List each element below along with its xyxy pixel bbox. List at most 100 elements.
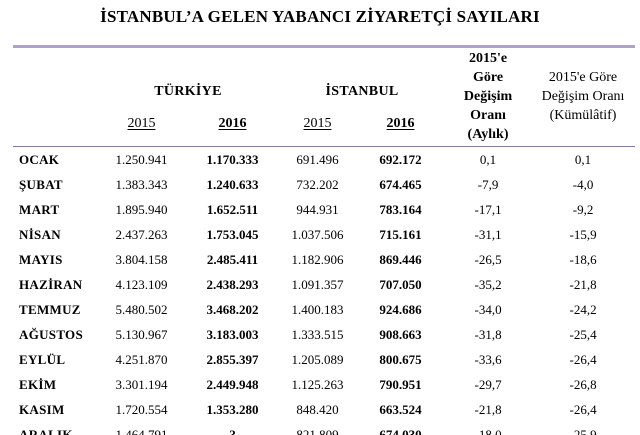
value-istanbul-2016: 869.446 xyxy=(379,251,422,267)
value-cumulative-change: -24,2 xyxy=(569,301,597,317)
value-turkiye-2015: 3.301.194 xyxy=(115,376,168,392)
table-row: EKİM 3.301.194 2.449.948 1.125.263 790.9… xyxy=(13,372,635,397)
value-istanbul-2015: 848.420 xyxy=(296,401,339,417)
value-turkiye-2015: 5.130.967 xyxy=(115,326,168,342)
header-istanbul-2015: 2015 xyxy=(279,101,357,148)
value-turkiye-2016: 2.855.397 xyxy=(206,351,259,367)
value-istanbul-2015: 1.125.263 xyxy=(291,376,344,392)
value-istanbul-2016: 800.675 xyxy=(379,351,422,367)
value-turkiye-2016: 1.170.333 xyxy=(206,151,259,167)
header-turkiye-2015: 2015 xyxy=(97,101,186,148)
table-header: TÜRKİYE İSTANBUL 2015'e Göre Değişim Ora… xyxy=(13,44,636,148)
header-cumulative-change: 2015'e Göre Değişim Oranı (Kümülâtif) xyxy=(531,44,636,148)
value-turkiye-2015: 2.437.263 xyxy=(115,226,168,242)
table-body: OCAK 1.250.941 1.170.333 691.496 692.172… xyxy=(13,147,635,435)
value-istanbul-2015: 1.091.357 xyxy=(291,276,344,292)
value-istanbul-2016: 707.050 xyxy=(379,276,422,292)
month-cell: HAZİRAN xyxy=(19,276,83,292)
value-cumulative-change: -25,9 xyxy=(569,426,597,435)
value-turkiye-2015: 1.895.940 xyxy=(115,201,168,217)
value-monthly-change: -35,2 xyxy=(474,276,502,292)
value-turkiye-2016: 3.468.202 xyxy=(206,301,259,317)
table-row: HAZİRAN 4.123.109 2.438.293 1.091.357 70… xyxy=(13,272,635,297)
value-monthly-change: -31,8 xyxy=(474,326,502,342)
month-cell: NİSAN xyxy=(19,226,61,242)
value-turkiye-2016: 2.449.948 xyxy=(206,376,259,392)
table-row: MART 1.895.940 1.652.511 944.931 783.164… xyxy=(13,197,635,222)
value-istanbul-2016: 674.465 xyxy=(379,176,422,192)
value-cumulative-change: 0,1 xyxy=(574,151,592,167)
value-istanbul-2015: 691.496 xyxy=(296,151,339,167)
visitors-table: TÜRKİYE İSTANBUL 2015'e Göre Değişim Ora… xyxy=(13,44,636,435)
value-istanbul-2016: 715.161 xyxy=(379,226,422,242)
month-cell: OCAK xyxy=(19,151,60,167)
table-row: AĞUSTOS 5.130.967 3.183.003 1.333.515 90… xyxy=(13,322,635,347)
value-istanbul-2015: 1.333.515 xyxy=(291,326,344,342)
value-istanbul-2016: 692.172 xyxy=(379,151,422,167)
blank-corner-cell xyxy=(13,44,97,102)
table-row: OCAK 1.250.941 1.170.333 691.496 692.172… xyxy=(13,147,635,173)
month-cell: EYLÜL xyxy=(19,351,66,367)
table-row: EYLÜL 4.251.870 2.855.397 1.205.089 800.… xyxy=(13,347,635,372)
value-cumulative-change: -26,8 xyxy=(569,376,597,392)
value-monthly-change: 0,1 xyxy=(479,151,497,167)
value-istanbul-2016: 783.164 xyxy=(379,201,422,217)
value-cumulative-change: -25,4 xyxy=(569,326,597,342)
month-cell: TEMMUZ xyxy=(19,301,81,317)
value-turkiye-2016: 1.353.280 xyxy=(206,401,259,417)
value-monthly-change: -7,9 xyxy=(477,176,499,192)
value-turkiye-2015: 1.464.791 xyxy=(115,426,168,435)
month-cell: ŞUBAT xyxy=(19,176,63,192)
table-row: ŞUBAT 1.383.343 1.240.633 732.202 674.46… xyxy=(13,172,635,197)
value-istanbul-2016: 790.951 xyxy=(379,376,422,392)
value-cumulative-change: -9,2 xyxy=(572,201,594,217)
value-istanbul-2015: 821.809 xyxy=(296,426,339,435)
value-istanbul-2015: 1.182.906 xyxy=(291,251,344,267)
value-turkiye-2016: 1.652.511 xyxy=(206,201,259,217)
value-monthly-change: -26,5 xyxy=(474,251,502,267)
value-cumulative-change: -26,4 xyxy=(569,351,597,367)
table-row: ARALIK 1.464.791 ? 821.809 674.030 -18,0… xyxy=(13,422,635,435)
month-cell: AĞUSTOS xyxy=(19,326,83,342)
value-turkiye-2015: 1.383.343 xyxy=(115,176,168,192)
header-istanbul-2016: 2016 xyxy=(356,101,446,148)
value-istanbul-2016: 663.524 xyxy=(379,401,422,417)
value-istanbul-2016: 674.030 xyxy=(379,426,422,435)
month-cell: KASIM xyxy=(19,401,65,417)
month-cell: MART xyxy=(19,201,60,217)
value-cumulative-change: -18,6 xyxy=(569,251,597,267)
group-header-row: TÜRKİYE İSTANBUL 2015'e Göre Değişim Ora… xyxy=(13,44,636,148)
header-monthly-change: 2015'e Göre Değişim Oranı (Aylık) xyxy=(445,44,532,148)
value-monthly-change: -21,8 xyxy=(474,401,502,417)
value-turkiye-2016: 2.485.411 xyxy=(206,251,259,267)
value-turkiye-2016: 1.240.633 xyxy=(206,176,259,192)
value-istanbul-2015: 1.037.506 xyxy=(291,226,344,242)
page-title: İSTANBUL’A GELEN YABANCI ZİYARETÇİ SAYIL… xyxy=(100,7,540,26)
table-row: KASIM 1.720.554 1.353.280 848.420 663.52… xyxy=(13,397,635,422)
value-istanbul-2016: 924.686 xyxy=(379,301,422,317)
value-turkiye-2016: 1.753.045 xyxy=(206,226,259,242)
value-turkiye-2016: 2.438.293 xyxy=(206,276,259,292)
value-turkiye-2016: 3.183.003 xyxy=(206,326,259,342)
value-cumulative-change: -4,0 xyxy=(572,176,594,192)
value-monthly-change: -31,1 xyxy=(474,226,502,242)
value-istanbul-2015: 1.400.183 xyxy=(291,301,344,317)
value-turkiye-2015: 1.720.554 xyxy=(115,401,168,417)
value-istanbul-2015: 732.202 xyxy=(296,176,339,192)
blank-cell xyxy=(13,101,97,148)
value-cumulative-change: -21,8 xyxy=(569,276,597,292)
header-turkiye-2016: 2016 xyxy=(186,101,280,148)
year-header-row: 2015 2016 2015 2016 xyxy=(13,101,635,148)
value-turkiye-2015: 5.480.502 xyxy=(115,301,168,317)
value-cumulative-change: -15,9 xyxy=(569,226,597,242)
value-monthly-change: -17,1 xyxy=(474,201,502,217)
value-turkiye-2015: 4.251.870 xyxy=(115,351,168,367)
month-cell: ARALIK xyxy=(19,426,73,435)
header-istanbul: İSTANBUL xyxy=(279,44,446,102)
value-monthly-change: -33,6 xyxy=(474,351,502,367)
table-row: MAYIS 3.804.158 2.485.411 1.182.906 869.… xyxy=(13,247,635,272)
value-cumulative-change: -26,4 xyxy=(569,401,597,417)
value-istanbul-2015: 1.205.089 xyxy=(291,351,344,367)
value-turkiye-2015: 4.123.109 xyxy=(115,276,168,292)
header-turkiye: TÜRKİYE xyxy=(97,44,280,102)
